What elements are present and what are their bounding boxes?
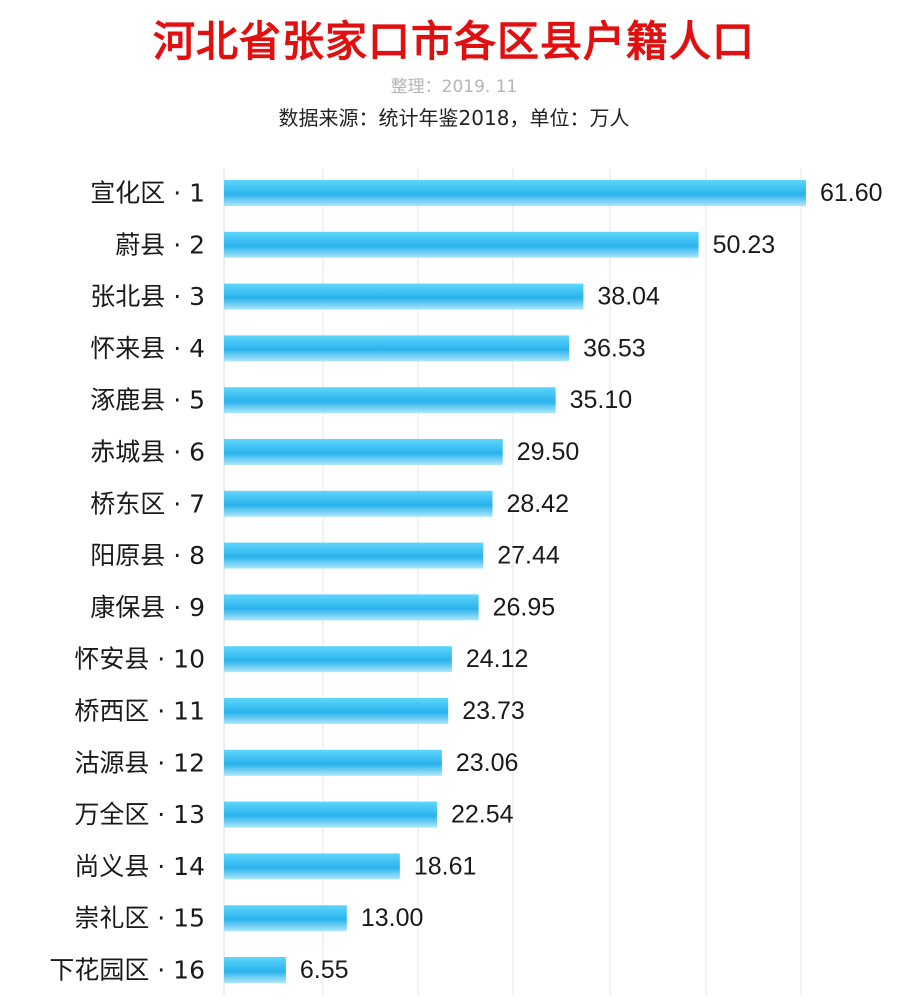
value-label-13: 22.54 bbox=[451, 801, 514, 829]
category-label-12: 沽源县 · 12 bbox=[74, 748, 205, 777]
bar-4 bbox=[224, 335, 570, 362]
bar-3 bbox=[224, 283, 584, 310]
category-label-11: 桥西区 · 11 bbox=[74, 697, 205, 726]
category-label-5: 涿鹿县 · 5 bbox=[90, 386, 205, 415]
category-label-7: 桥东区 · 7 bbox=[90, 489, 205, 518]
category-label-10: 怀安县 · 10 bbox=[74, 645, 205, 674]
category-label-8: 阳原县 · 8 bbox=[90, 541, 205, 570]
category-label-16: 下花园区 · 16 bbox=[49, 956, 205, 985]
bar-12 bbox=[224, 749, 442, 776]
bar-13 bbox=[224, 801, 437, 828]
value-label-5: 35.10 bbox=[570, 386, 633, 414]
value-label-12: 23.06 bbox=[456, 749, 519, 777]
bar-5 bbox=[224, 387, 556, 414]
value-label-3: 38.04 bbox=[597, 283, 660, 311]
labels: 宣化区 · 1 61.60 蔚县 · 2 50.23 张北县 · 3 38.04 怀来县 ·… bbox=[49, 179, 882, 985]
bar-14 bbox=[224, 853, 400, 880]
bar-6 bbox=[224, 439, 503, 465]
value-label-11: 23.73 bbox=[462, 697, 525, 725]
value-label-7: 28.42 bbox=[507, 490, 570, 518]
category-label-9: 康保县 · 9 bbox=[90, 593, 205, 622]
category-label-3: 张北县 · 3 bbox=[90, 282, 205, 311]
chart-subtitle: 整理：2019. 11 bbox=[390, 77, 518, 97]
value-label-15: 13.00 bbox=[361, 904, 424, 932]
category-label-14: 尚义县 · 14 bbox=[74, 852, 205, 881]
bar-8 bbox=[224, 542, 484, 569]
value-label-10: 24.12 bbox=[466, 645, 529, 673]
bar-1 bbox=[224, 180, 806, 206]
chart-title: 河北省张家口市各区县户籍人口 bbox=[152, 17, 755, 66]
bars bbox=[224, 180, 806, 983]
value-label-4: 36.53 bbox=[583, 334, 646, 362]
value-label-1: 61.60 bbox=[820, 179, 883, 207]
bar-16 bbox=[224, 957, 286, 983]
source-note: 数据来源：统计年鉴2018，单位：万人 bbox=[278, 106, 630, 130]
category-label-6: 赤城县 · 6 bbox=[90, 438, 205, 467]
category-label-2: 蔚县 · 2 bbox=[115, 230, 205, 259]
category-label-1: 宣化区 · 1 bbox=[90, 179, 205, 208]
value-label-9: 26.95 bbox=[493, 593, 556, 621]
category-label-15: 崇礼区 · 15 bbox=[74, 904, 205, 933]
bar-9 bbox=[224, 594, 479, 621]
value-label-6: 29.50 bbox=[517, 438, 580, 466]
category-label-4: 怀来县 · 4 bbox=[90, 334, 205, 363]
value-label-8: 27.44 bbox=[497, 542, 560, 570]
value-label-2: 50.23 bbox=[713, 231, 776, 259]
value-label-16: 6.55 bbox=[300, 956, 349, 984]
bar-2 bbox=[224, 231, 699, 258]
bar-11 bbox=[224, 698, 449, 724]
category-label-13: 万全区 · 13 bbox=[74, 800, 205, 829]
bar-7 bbox=[224, 490, 493, 517]
bar-10 bbox=[224, 646, 452, 673]
value-label-14: 18.61 bbox=[414, 852, 477, 880]
bar-15 bbox=[224, 905, 347, 932]
